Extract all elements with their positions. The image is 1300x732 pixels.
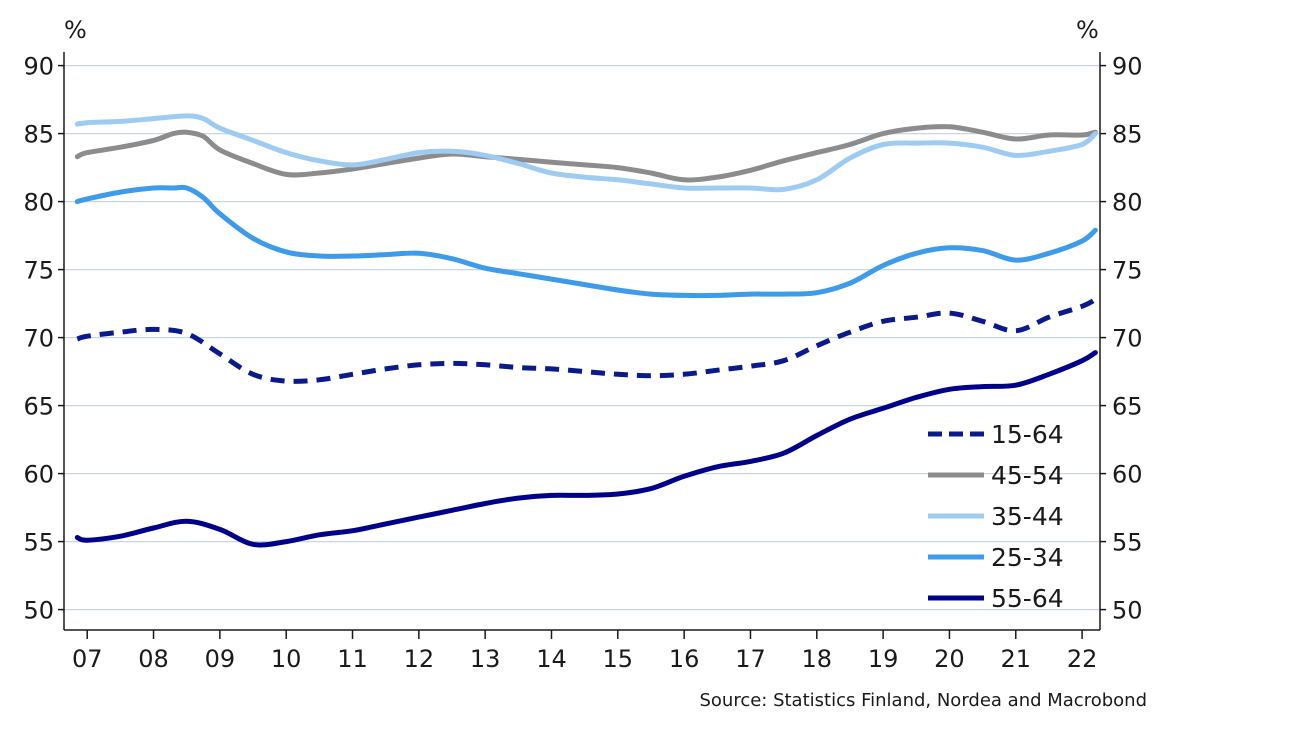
- series-line-55-64: [74, 350, 1098, 548]
- series-line-15-64: [76, 297, 1097, 384]
- series-line-45-54: [74, 124, 1098, 183]
- x-tick-label: 20: [934, 645, 965, 673]
- series-line-25-34: [74, 184, 1098, 299]
- x-tick-label: 07: [72, 645, 103, 673]
- x-tick-label: 10: [271, 645, 302, 673]
- y-tick-label-right: 75: [1112, 257, 1143, 285]
- y-tick-label-left: 80: [23, 189, 54, 217]
- y-tick-label-left: 85: [23, 121, 54, 149]
- y-axis-right-ticks: 50 55 60 65 70 75 80 85 90: [1112, 53, 1143, 625]
- source-note: Source: Statistics Finland, Nordea and M…: [699, 690, 1147, 711]
- x-tick-label: 22: [1067, 645, 1098, 673]
- y-tick-label-left: 65: [23, 393, 54, 421]
- y-axis-left-ticks: 50 55 60 65 70 75 80 85 90: [23, 53, 54, 625]
- y-tick-label-right: 85: [1112, 121, 1143, 149]
- series-lines: [74, 113, 1098, 548]
- y-unit-left: %: [64, 16, 87, 44]
- x-tick-label: 11: [337, 645, 368, 673]
- x-tick-label: 08: [138, 645, 169, 673]
- x-tick-label: 13: [470, 645, 501, 673]
- gridlines: [64, 64, 1100, 611]
- y-tick-label-right: 70: [1112, 325, 1143, 353]
- x-tick-label: 15: [603, 645, 634, 673]
- legend-label: 45-54: [991, 461, 1064, 490]
- y-tick-label-left: 60: [23, 461, 54, 489]
- x-tick-label: 17: [735, 645, 766, 673]
- legend-label: 35-44: [991, 502, 1064, 531]
- x-axis-ticks: 07 08 09 10 11 12 13 14 15 16 17 18 19 20 21 22: [72, 645, 1097, 673]
- x-tick-label: 14: [536, 645, 567, 673]
- y-tick-label-right: 60: [1112, 461, 1143, 489]
- y-tick-label-left: 90: [23, 53, 54, 81]
- y-tick-label-left: 70: [23, 325, 54, 353]
- x-tick-label: 19: [868, 645, 899, 673]
- y-tick-label-left: 50: [23, 597, 54, 625]
- y-tick-label-right: 90: [1112, 53, 1143, 81]
- y-tick-label-right: 50: [1112, 597, 1143, 625]
- y-tick-label-right: 80: [1112, 189, 1143, 217]
- y-unit-right: %: [1076, 16, 1099, 44]
- legend-label: 15-64: [991, 420, 1064, 449]
- y-tick-label-right: 55: [1112, 529, 1143, 557]
- legend-label: 25-34: [991, 543, 1064, 572]
- y-tick-label-right: 65: [1112, 393, 1143, 421]
- y-tick-label-left: 75: [23, 257, 54, 285]
- y-tick-label-left: 55: [23, 529, 54, 557]
- legend: 15-64 45-54 35-44 25-34 55-64: [928, 420, 1064, 613]
- x-tick-label: 21: [1000, 645, 1031, 673]
- x-tick-label: 16: [669, 645, 700, 673]
- series-line-35-44: [74, 113, 1098, 193]
- x-tick-label: 09: [205, 645, 236, 673]
- legend-label: 55-64: [991, 584, 1064, 613]
- x-tick-label: 18: [802, 645, 833, 673]
- axes: [58, 52, 1106, 639]
- x-tick-label: 12: [404, 645, 435, 673]
